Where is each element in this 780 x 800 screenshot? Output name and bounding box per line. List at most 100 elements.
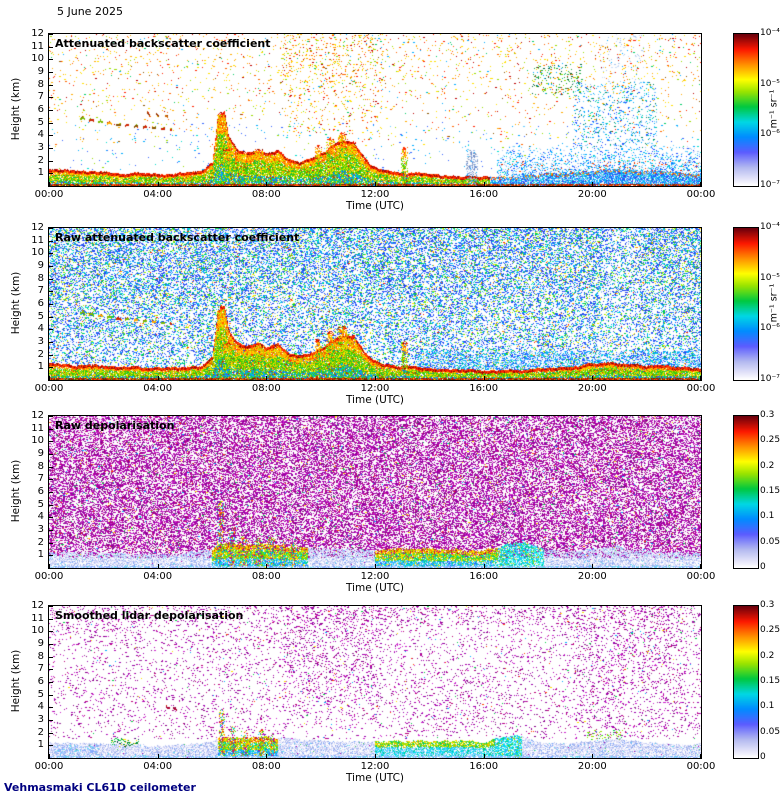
x-tick-label: 12:00 (360, 189, 390, 200)
x-tick-label: 00:00 (686, 761, 716, 772)
x-tick-label: 20:00 (577, 761, 607, 772)
x-tick-label: 20:00 (577, 383, 607, 394)
x-tick-mark (266, 564, 268, 568)
y-tick-label: 2 (37, 154, 44, 166)
y-tick-label: 5 (37, 498, 44, 510)
colorbar-tick-label: 10⁻⁶ (760, 323, 780, 334)
y-tick-mark (49, 160, 53, 162)
colorbar-tick-label: 0.3 (760, 410, 775, 420)
y-tick-mark (49, 656, 53, 658)
y-tick-label: 11 (31, 612, 44, 624)
colorbar-tick-label: 0.05 (760, 726, 780, 737)
y-tick-label: 1 (37, 549, 44, 561)
heatmap-canvas (49, 228, 701, 380)
y-tick-mark (49, 644, 53, 645)
colorbar-unit-label: m⁻¹ sr⁻¹ (768, 89, 780, 129)
panel-raw-attenuated-backscatter: Height (km) Raw attenuated backscatter c… (0, 222, 780, 417)
y-tick-label: 2 (37, 726, 44, 738)
y-tick-mark (49, 72, 53, 73)
y-tick-label: 3 (37, 336, 44, 347)
x-tick-mark (700, 376, 701, 380)
colorbar-tick-label: 0.25 (760, 435, 780, 446)
panel-smoothed-lidar-depolarisation: Height (km) Smoothed lidar depolarisatio… (0, 600, 780, 795)
y-tick-label: 8 (37, 650, 44, 662)
y-tick-label: 11 (31, 422, 44, 434)
x-tick-mark (483, 376, 485, 380)
x-tick-label: 16:00 (469, 571, 499, 582)
x-tick-label: 16:00 (469, 761, 499, 772)
y-tick-mark (49, 631, 53, 633)
y-tick-label: 4 (37, 129, 44, 141)
x-tick-label: 00:00 (34, 189, 64, 200)
y-tick-label: 3 (37, 142, 44, 153)
x-tick-label: 08:00 (251, 383, 281, 394)
plot-area (48, 33, 702, 187)
y-tick-mark (49, 606, 53, 607)
y-tick-mark (49, 266, 53, 267)
y-tick-mark (49, 530, 53, 531)
x-tick-label: 12:00 (360, 383, 390, 394)
x-tick-mark (700, 182, 701, 186)
x-tick-mark (49, 376, 50, 380)
y-tick-label: 5 (37, 116, 44, 128)
x-tick-label: 00:00 (34, 571, 64, 582)
x-tick-label: 00:00 (34, 383, 64, 394)
y-tick-label: 8 (37, 272, 44, 284)
y-tick-mark (49, 682, 53, 683)
y-tick-mark (49, 329, 53, 331)
x-tick-label: 16:00 (469, 383, 499, 394)
x-tick-label: 12:00 (360, 761, 390, 772)
x-tick-mark (157, 564, 159, 568)
y-tick-label: 7 (37, 663, 44, 675)
y-tick-mark (49, 618, 53, 620)
y-tick-label: 10 (31, 247, 44, 259)
heatmap-canvas (49, 34, 701, 186)
colorbar-tick-label: 10⁻⁵ (760, 78, 780, 89)
colorbar-tick-label: 0.2 (760, 460, 775, 471)
y-tick-mark (49, 479, 53, 481)
y-tick-mark (49, 148, 53, 149)
x-tick-label: 20:00 (577, 571, 607, 582)
panel-title: Raw attenuated backscatter coefficient (55, 231, 300, 244)
colorbar-unit-label: m⁻¹ sr⁻¹ (768, 283, 780, 323)
panel-title: Smoothed lidar depolarisation (55, 609, 244, 622)
colorbar-tick-label: 0.2 (760, 650, 775, 661)
y-tick-mark (49, 517, 53, 519)
x-tick-label: 04:00 (143, 383, 173, 394)
x-tick-label: 20:00 (577, 189, 607, 200)
colorbar-canvas (734, 34, 758, 186)
x-tick-mark (375, 376, 376, 380)
y-tick-mark (49, 240, 53, 242)
colorbar-tick-label: 0.1 (760, 511, 775, 522)
x-tick-mark (49, 754, 50, 758)
y-tick-label: 6 (37, 298, 44, 309)
y-tick-label: 10 (31, 625, 44, 637)
y-tick-mark (49, 466, 53, 468)
x-axis-label: Time (UTC) (345, 394, 405, 406)
x-tick-mark (592, 182, 594, 186)
colorbar-tick-label: 0.25 (760, 625, 780, 636)
y-tick-mark (49, 84, 53, 86)
x-tick-mark (483, 564, 485, 568)
x-tick-label: 08:00 (251, 761, 281, 772)
colorbar (733, 33, 759, 187)
y-tick-label: 11 (31, 234, 44, 246)
colorbar-tick-label: 10⁻⁴ (760, 222, 780, 232)
x-axis-label: Time (UTC) (345, 582, 405, 594)
y-tick-label: 6 (37, 104, 44, 115)
colorbar-canvas (734, 416, 758, 568)
y-tick-mark (49, 110, 53, 111)
instrument-label: Vehmasmaki CL61D ceilometer (4, 781, 196, 794)
y-tick-mark (49, 720, 53, 721)
x-tick-label: 12:00 (360, 571, 390, 582)
y-tick-mark (49, 441, 53, 443)
y-tick-label: 6 (37, 676, 44, 687)
y-tick-label: 4 (37, 701, 44, 713)
y-tick-label: 7 (37, 285, 44, 297)
y-tick-mark (49, 492, 53, 493)
y-tick-label: 5 (37, 688, 44, 700)
y-tick-label: 12 (31, 600, 44, 611)
y-tick-label: 1 (37, 739, 44, 751)
y-tick-label: 7 (37, 473, 44, 485)
